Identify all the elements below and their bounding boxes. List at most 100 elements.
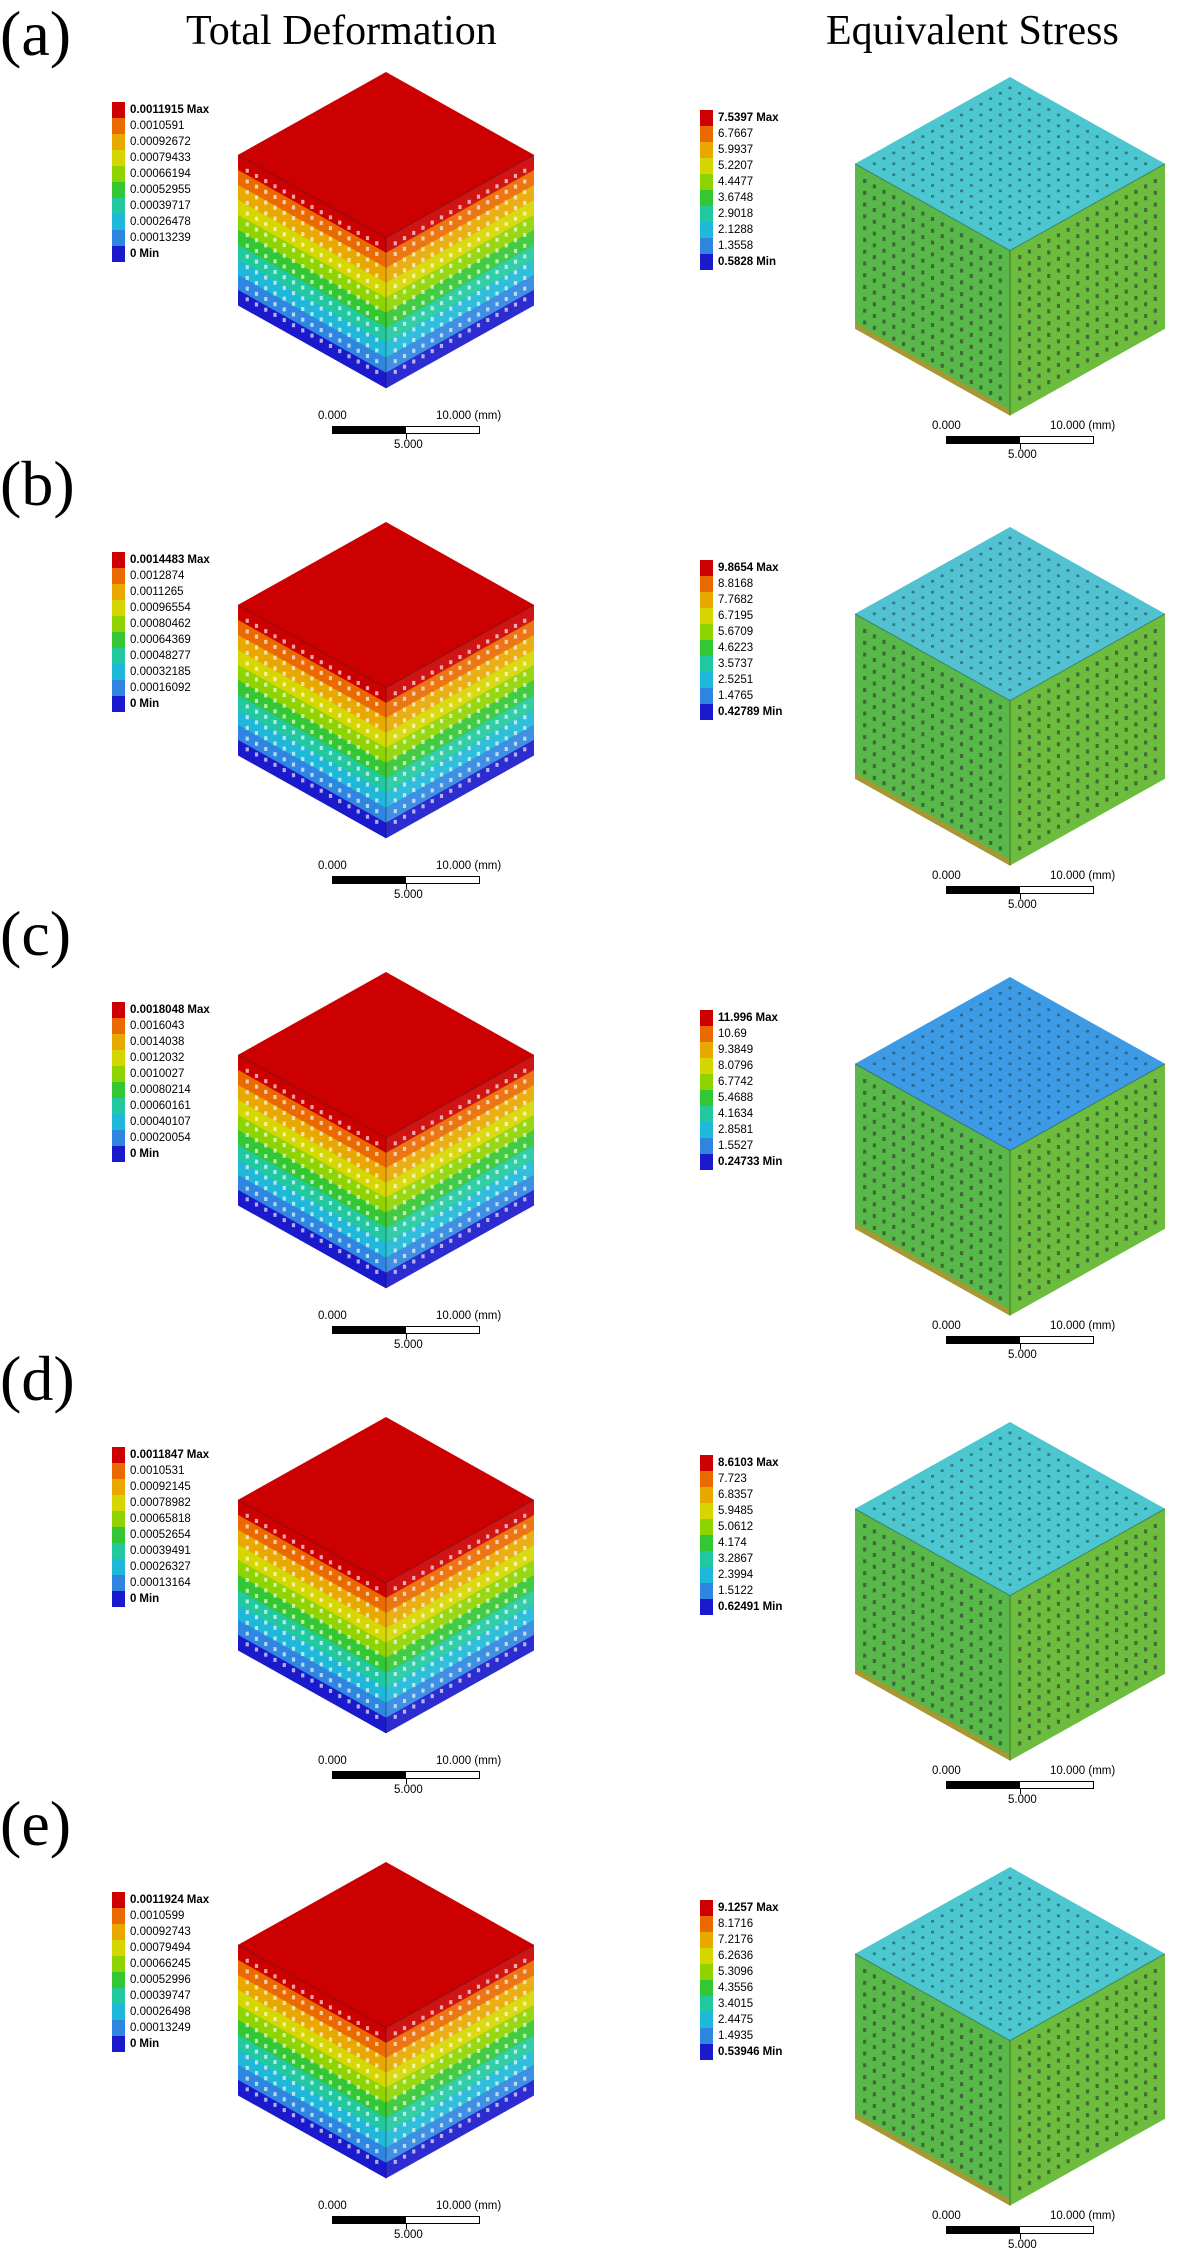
pore-pattern — [863, 179, 1157, 401]
scale-five-label: 5.000 — [1008, 449, 1037, 461]
legend-min-label: Min — [762, 1156, 783, 1168]
legend-value: 2.5251 — [718, 674, 754, 686]
legend-max-label: Max — [755, 1012, 778, 1024]
legend-value: 0.00039717 — [130, 200, 191, 212]
scale-bar-black-segment — [333, 427, 406, 433]
legend-value: 5.4688 — [718, 1092, 754, 1104]
legend-swatch — [700, 576, 713, 592]
legend-value: 0.0016043 — [130, 1020, 185, 1032]
legend-entry: 5.3096 — [700, 1964, 870, 1980]
legend-entry: 0.00026478 — [112, 214, 282, 230]
equivalent-stress-title: Equivalent Stress — [826, 8, 1119, 54]
legend-value: 0.53946 — [718, 2046, 760, 2058]
legend-entry: 0.00016092 — [112, 680, 282, 696]
legend-value: 11.996 — [718, 1012, 753, 1024]
legend-entry: 9.3849 — [700, 1042, 870, 1058]
panel-label: (d) — [0, 1343, 75, 1414]
stress-legend: 8.6103 Max 7.723 6.8357 5.9485 5.0612 4.174 3.2… — [700, 1455, 870, 1615]
legend-value: 0.0010591 — [130, 120, 185, 132]
scale-zero-label: 0.000 — [932, 2210, 961, 2222]
legend-swatch — [700, 1932, 713, 1948]
legend-entry: 5.6709 — [700, 624, 870, 640]
legend-entry: 0.00026327 — [112, 1559, 282, 1575]
legend-value: 3.5737 — [718, 658, 754, 670]
legend-entry: 0 Min — [112, 2036, 282, 2052]
panel-label: (e) — [0, 1788, 72, 1859]
legend-entry: 0.0014038 — [112, 1034, 282, 1050]
legend-value: 0.00032185 — [130, 666, 191, 678]
scale-zero-label: 0.000 — [932, 870, 961, 882]
legend-value: 0.00039491 — [130, 1545, 191, 1557]
legend-value: 4.6223 — [718, 642, 754, 654]
legend-swatch — [112, 2036, 125, 2052]
legend-swatch — [112, 166, 125, 182]
legend-swatch — [700, 1519, 713, 1535]
legend-swatch — [700, 1026, 713, 1042]
legend-swatch — [112, 1972, 125, 1988]
legend-entry: 0.00013239 — [112, 230, 282, 246]
legend-entry: 2.8581 — [700, 1122, 870, 1138]
legend-value: 0.0010027 — [130, 1068, 185, 1080]
legend-entry: 0.00020054 — [112, 1130, 282, 1146]
legend-entry: 0.00066245 — [112, 1956, 282, 1972]
legend-value: 2.3994 — [718, 1569, 754, 1581]
legend-entry: 0.0011924 Max — [112, 1892, 282, 1908]
legend-swatch — [700, 1996, 713, 2012]
pore-pattern — [863, 1524, 1157, 1746]
scale-unit: (mm) — [1088, 1765, 1116, 1777]
legend-entry: 2.1288 — [700, 222, 870, 238]
legend-value: 0.00080462 — [130, 618, 191, 630]
scale-zero-label: 0.000 — [318, 1755, 347, 1767]
legend-entry: 1.3558 — [700, 238, 870, 254]
scale-bar-tick — [406, 883, 407, 889]
legend-value: 0.0011265 — [130, 586, 184, 598]
legend-entry: 2.5251 — [700, 672, 870, 688]
legend-entry: 3.6748 — [700, 190, 870, 206]
bottom-edge-band — [855, 2112, 1010, 2206]
legend-swatch — [112, 214, 125, 230]
top-face — [238, 1416, 534, 1583]
scale-bar-graphic — [332, 2216, 480, 2229]
legend-value: 1.4765 — [718, 690, 754, 702]
legend-value: 0.00092672 — [130, 136, 191, 148]
legend-min-label: Min — [139, 698, 160, 710]
legend-swatch — [700, 174, 713, 190]
legend-min-label: Min — [139, 248, 160, 260]
legend-swatch — [700, 1916, 713, 1932]
legend-value: 0.42789 — [718, 706, 760, 718]
legend-swatch — [112, 1892, 125, 1908]
stress-legend: 11.996 Max 10.69 9.3849 8.0796 6.7742 5.4688 4.… — [700, 1010, 870, 1170]
pore-pattern — [245, 618, 527, 824]
panel-label: (a) — [0, 0, 72, 69]
legend-value: 0.00026327 — [130, 1561, 191, 1573]
legend-swatch — [700, 1010, 713, 1026]
legend-max-label: Max — [186, 1449, 210, 1461]
legend-swatch — [112, 1908, 125, 1924]
legend-swatch — [112, 696, 125, 712]
scale-five-label: 5.000 — [1008, 1349, 1037, 1361]
cube-edge — [237, 604, 535, 689]
deformation-legend: 0.0014483 Max 0.0012874 0.0011265 0.00096554… — [112, 552, 282, 712]
legend-max-label: Max — [186, 104, 210, 116]
legend-swatch — [112, 1002, 125, 1018]
legend-value: 4.4477 — [718, 176, 754, 188]
legend-value: 5.3096 — [718, 1966, 754, 1978]
scale-ten-value: 10.000 — [436, 1310, 472, 1322]
legend-swatch — [112, 568, 125, 584]
scale-bar-graphic — [332, 876, 480, 889]
legend-value: 5.0612 — [718, 1521, 754, 1533]
legend-value: 0 — [130, 1148, 137, 1160]
scale-five-label: 5.000 — [1008, 1794, 1037, 1806]
pore-pattern — [245, 1958, 527, 2164]
legend-swatch — [700, 2012, 713, 2028]
legend-entry: 9.1257 Max — [700, 1900, 870, 1916]
legend-swatch — [700, 704, 713, 720]
legend-swatch — [700, 1551, 713, 1567]
legend-entry: 4.1634 — [700, 1106, 870, 1122]
stress-legend: 9.8654 Max 8.8168 7.7682 6.7195 5.6709 4.6223 3… — [700, 560, 870, 720]
legend-value: 8.8168 — [718, 578, 754, 590]
legend-swatch — [112, 632, 125, 648]
legend-swatch — [700, 126, 713, 142]
legend-swatch — [112, 1527, 125, 1543]
legend-swatch — [700, 1503, 713, 1519]
